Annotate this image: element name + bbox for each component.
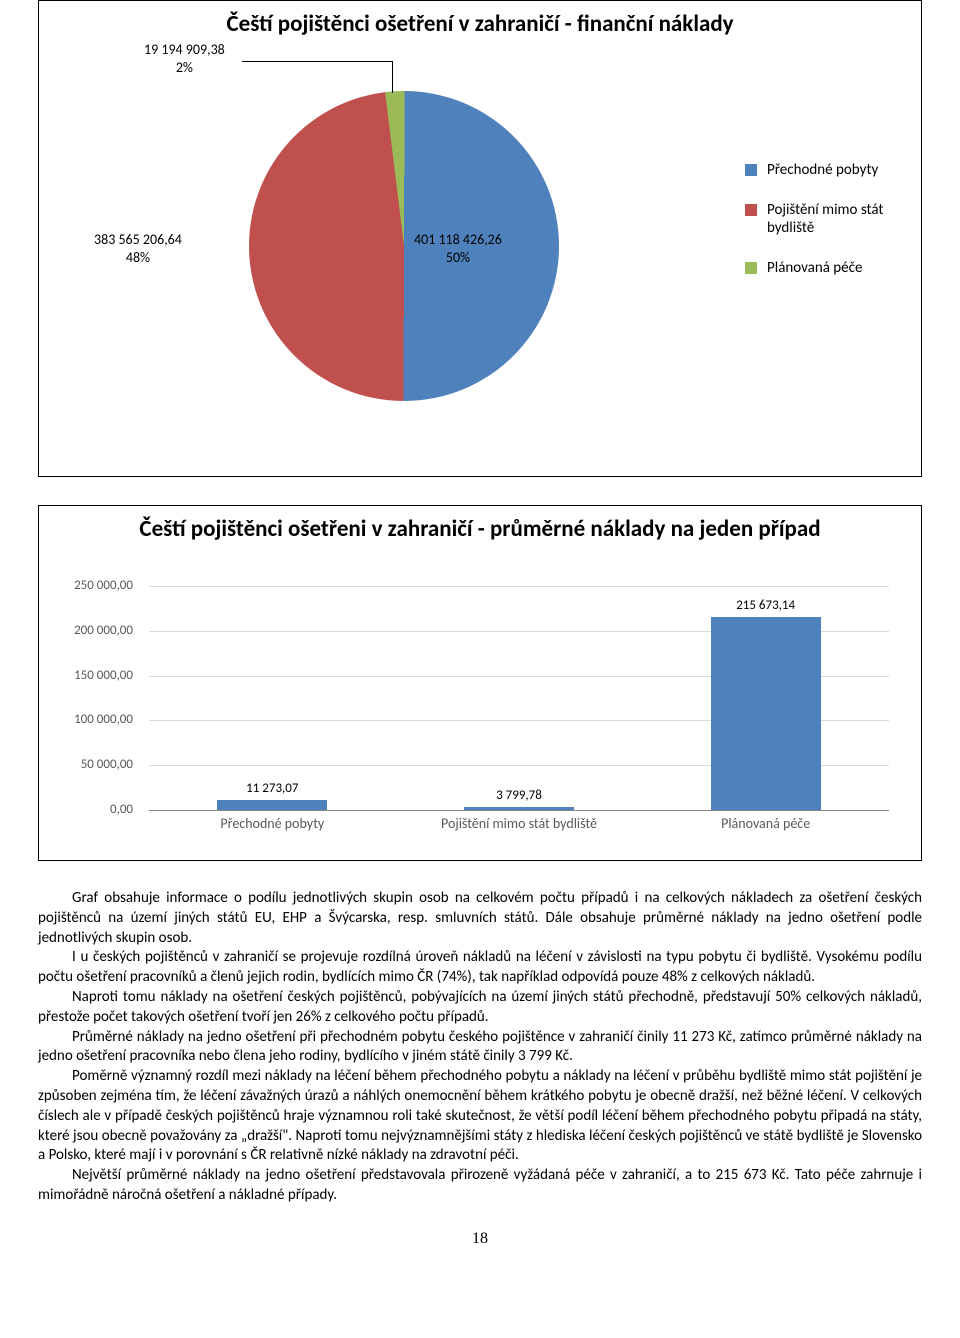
pie-chart [249,91,559,401]
pie-chart-title: Čeští pojištěnci ošetření v zahraničí - … [39,11,921,39]
body-text: Graf obsahuje informace o podílu jednotl… [38,889,922,1206]
bar [711,617,821,810]
bar-chart-container: Čeští pojištěnci ošetřeni v zahraničí - … [38,505,922,861]
y-tick-label: 0,00 [43,802,133,817]
bar-chart-title: Čeští pojištěnci ošetřeni v zahraničí - … [39,516,921,544]
gridline [149,586,889,587]
paragraph: Graf obsahuje informace o podílu jednotl… [38,889,922,948]
paragraph: Naproti tomu náklady na ošetření českých… [38,988,922,1028]
x-category-label: Plánovaná péče [647,816,884,833]
bar-value-label: 11 273,07 [246,781,298,796]
y-tick-label: 200 000,00 [43,623,133,638]
leader-line [392,61,393,93]
y-tick-label: 100 000,00 [43,712,133,727]
paragraph: Průměrné náklady na jedno ošetření při p… [38,1028,922,1068]
pie-chart-container: Čeští pojištěnci ošetření v zahraničí - … [38,0,922,477]
legend-swatch [745,204,757,216]
x-axis [149,810,889,811]
legend-item: Plánovaná péče [745,259,897,277]
bar-plot-area: 0,0050 000,00100 000,00150 000,00200 000… [149,586,889,810]
page-number: 18 [38,1230,922,1248]
y-tick-label: 50 000,00 [43,757,133,772]
pie-label-planned: 19 194 909,38 2% [144,41,225,76]
bar [464,807,574,810]
pie-label-insured: 383 565 206,64 48% [94,231,182,266]
pie-legend: Přechodné pobyty Pojištění mimo stát byd… [745,161,897,299]
legend-swatch [745,262,757,274]
paragraph: Největší průměrné náklady na jedno ošetř… [38,1166,922,1206]
bar-value-label: 215 673,14 [736,598,795,613]
pie-label-temporary: 401 118 426,26 50% [414,231,502,266]
y-tick-label: 250 000,00 [43,578,133,593]
x-category-label: Pojištění mimo stát bydliště [401,816,638,833]
bar [217,800,327,810]
paragraph: I u českých pojištěnců v zahraničí se pr… [38,948,922,988]
y-tick-label: 150 000,00 [43,668,133,683]
paragraph: Poměrně významný rozdíl mezi náklady na … [38,1067,922,1166]
legend-item: Přechodné pobyty [745,161,897,179]
legend-item: Pojištění mimo stát bydliště [745,201,897,237]
legend-swatch [745,164,757,176]
pie-disc [249,91,559,401]
x-category-label: Přechodné pobyty [154,816,391,833]
bar-value-label: 3 799,78 [496,788,542,803]
leader-line [242,61,392,62]
